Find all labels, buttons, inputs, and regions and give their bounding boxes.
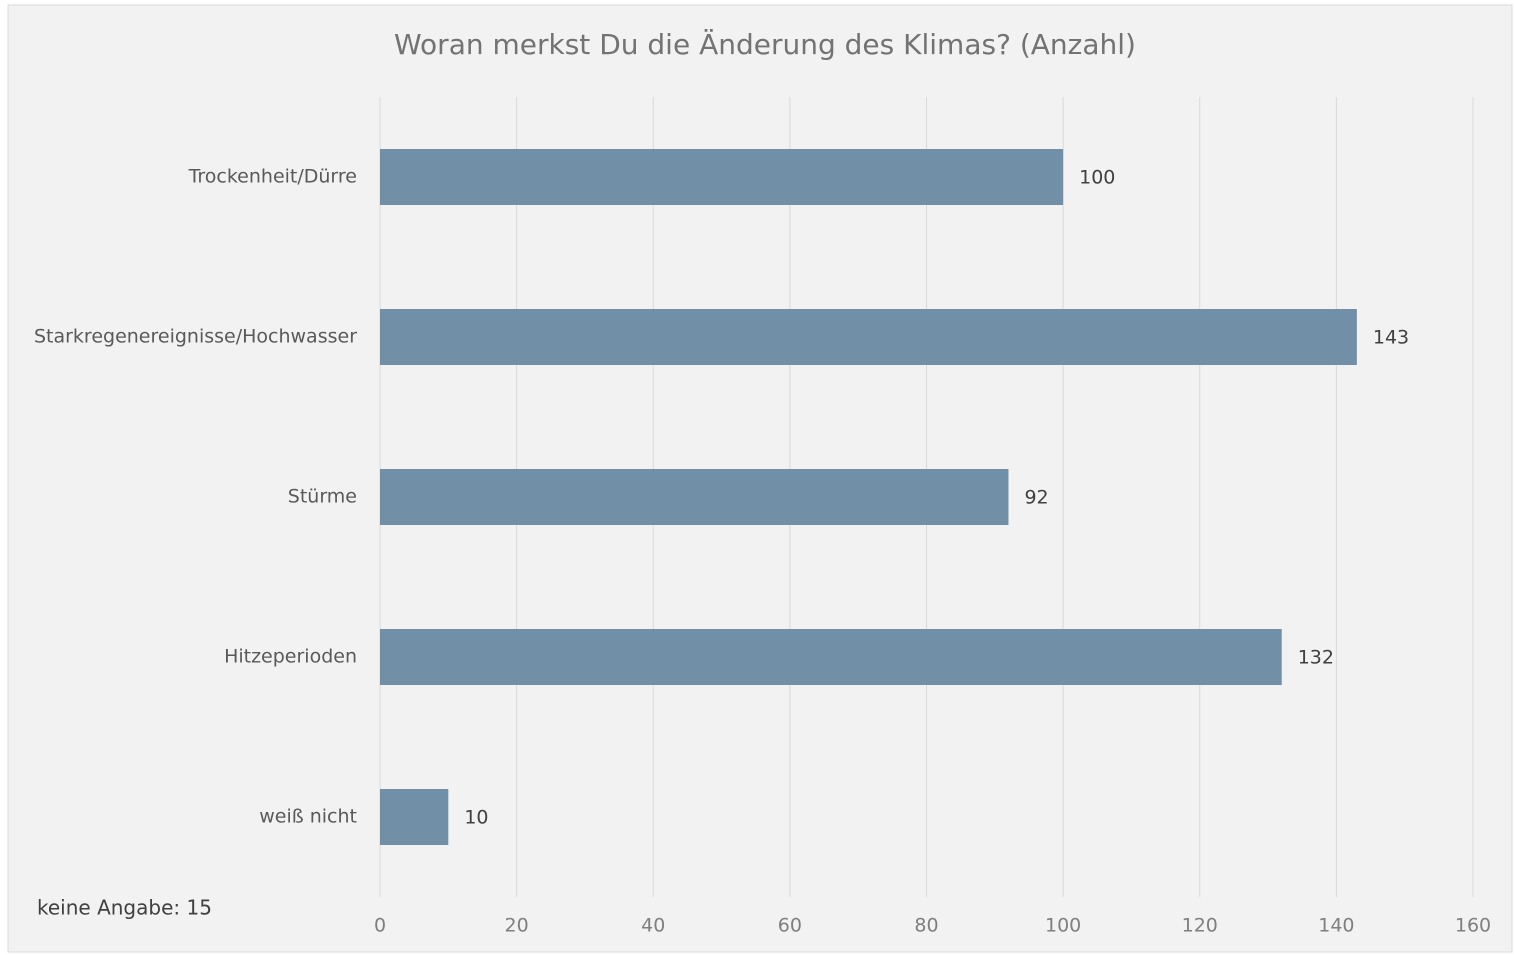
data-label: 132 xyxy=(1298,647,1334,669)
x-tick-label: 80 xyxy=(914,915,938,937)
x-tick-label: 20 xyxy=(505,915,529,937)
bar xyxy=(380,629,1282,685)
data-label: 92 xyxy=(1024,487,1048,509)
x-tick-label: 140 xyxy=(1318,915,1354,937)
chart-title: Woran merkst Du die Änderung des Klimas?… xyxy=(394,28,1136,61)
x-tick-label: 120 xyxy=(1182,915,1218,937)
bar xyxy=(380,149,1064,205)
y-tick-label: Stürme xyxy=(288,486,357,508)
y-tick-label: weiß nicht xyxy=(259,806,357,828)
bar xyxy=(380,789,449,845)
annotation: keine Angabe: 15 xyxy=(37,896,212,920)
x-tick-label: 160 xyxy=(1455,915,1491,937)
x-tick-label: 60 xyxy=(778,915,802,937)
y-tick-label: Hitzeperioden xyxy=(224,646,357,668)
x-tick-label: 0 xyxy=(374,915,386,937)
bar xyxy=(380,309,1357,365)
data-label: 10 xyxy=(464,807,488,829)
data-label: 100 xyxy=(1079,167,1115,189)
y-tick-label: Starkregenereignisse/Hochwasser xyxy=(34,326,357,348)
bar xyxy=(380,469,1009,525)
y-tick-label: Trockenheit/Dürre xyxy=(188,166,357,188)
x-tick-label: 40 xyxy=(641,915,665,937)
data-label: 143 xyxy=(1373,327,1409,349)
x-tick-label: 100 xyxy=(1045,915,1081,937)
